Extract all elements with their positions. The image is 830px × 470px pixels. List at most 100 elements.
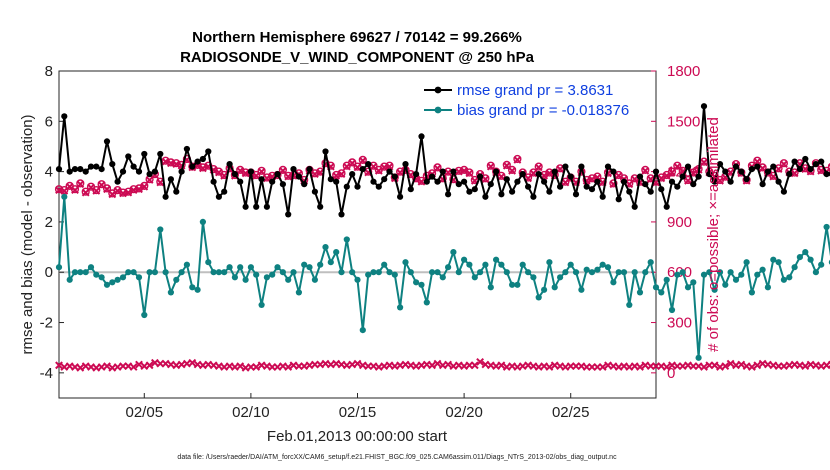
data-point — [386, 269, 393, 276]
data-point — [679, 269, 686, 276]
series-of-obs-lower-band — [55, 357, 830, 372]
data-point — [668, 178, 676, 185]
data-point — [301, 261, 308, 268]
x-tick-label: 02/15 — [339, 404, 377, 421]
data-point — [658, 289, 665, 296]
data-point — [802, 249, 809, 256]
data-point — [642, 269, 649, 276]
data-point — [306, 264, 313, 271]
chart-title: Northern Hemisphere 69627 / 70142 = 99.2… — [180, 29, 535, 66]
obs-assimilated-marker — [385, 162, 394, 171]
data-point — [695, 354, 702, 361]
obs-possible-marker — [507, 165, 517, 175]
data-point — [770, 256, 777, 263]
obs-possible-marker — [348, 158, 357, 167]
obs-assimilated-marker — [278, 166, 287, 175]
obs-assimilated-marker — [534, 163, 543, 172]
obs-assimilated-marker — [262, 174, 271, 183]
obs-assimilated-marker — [55, 361, 63, 370]
data-point — [786, 274, 793, 281]
data-point — [738, 271, 745, 278]
data-point — [775, 259, 782, 266]
data-point — [455, 181, 462, 188]
data-point — [151, 168, 158, 175]
data-point — [818, 261, 825, 268]
obs-assimilated-marker — [668, 168, 676, 177]
data-point — [162, 269, 169, 276]
obs-possible-marker — [97, 180, 106, 189]
left-y-axis: -4 -2 0 2 4 6 8 — [40, 63, 64, 382]
data-point — [130, 163, 137, 170]
data-point — [732, 276, 740, 283]
obs-assimilated-marker — [214, 168, 223, 177]
legend-bias-label: bias grand pr = -0.018376 — [457, 102, 629, 119]
obs-possible-marker — [827, 162, 830, 171]
obs-possible-marker — [284, 171, 293, 180]
data-point — [700, 271, 708, 278]
obs-possible-marker — [129, 185, 138, 194]
data-point — [231, 274, 238, 281]
obs-assimilated-marker — [135, 360, 143, 369]
data-point — [455, 269, 462, 276]
obs-assimilated-marker — [71, 186, 79, 195]
data-point — [663, 276, 670, 283]
data-point — [61, 193, 68, 200]
data-point — [551, 168, 558, 175]
data-point — [434, 269, 441, 276]
data-point — [727, 178, 734, 185]
obs-assimilated-marker — [747, 363, 756, 371]
data-point — [375, 183, 382, 190]
data-point — [647, 188, 654, 195]
obs-assimilated-marker — [172, 160, 181, 169]
data-point — [413, 171, 420, 178]
data-point — [71, 269, 79, 276]
obs-possible-marker — [433, 163, 442, 172]
data-point — [359, 327, 366, 334]
data-point — [551, 284, 558, 291]
obs-assimilated-marker — [353, 163, 362, 172]
data-point — [770, 163, 777, 170]
data-point — [530, 193, 537, 200]
data-point — [578, 286, 585, 293]
data-point — [668, 306, 676, 314]
obs-assimilated-marker — [598, 363, 607, 371]
data-point — [588, 269, 596, 276]
data-point — [493, 168, 500, 175]
obs-assimilated-marker — [433, 359, 442, 368]
obs-possible-marker — [486, 161, 495, 170]
data-point — [631, 203, 638, 210]
legend-rmse-marker — [434, 86, 442, 94]
data-point — [583, 266, 590, 273]
data-point — [317, 261, 324, 268]
right-tick-label: 900 — [667, 214, 692, 231]
data-point — [167, 289, 174, 296]
obs-assimilated-marker — [614, 171, 623, 180]
series-bias-grand-pr-0-018376 — [55, 193, 830, 361]
data-point — [343, 236, 350, 243]
data-point — [525, 183, 532, 190]
data-point — [807, 166, 814, 173]
left-tick-label: 8 — [45, 63, 53, 80]
data-point — [71, 166, 79, 173]
obs-assimilated-marker — [428, 361, 437, 370]
obs-assimilated-marker — [801, 362, 810, 371]
obs-assimilated-marker — [513, 155, 522, 164]
data-point — [791, 158, 798, 165]
obs-assimilated-marker — [700, 363, 708, 371]
data-point — [647, 259, 654, 266]
data-point — [466, 188, 473, 195]
data-point — [450, 249, 457, 256]
data-point — [786, 171, 793, 178]
left-tick-label: 6 — [45, 113, 53, 130]
obs-possible-marker — [779, 159, 789, 168]
data-point — [498, 191, 505, 198]
data-point — [173, 188, 180, 195]
data-point — [279, 181, 286, 188]
data-point — [109, 161, 116, 168]
obs-assimilated-marker — [497, 172, 506, 181]
x-tick-label: 02/05 — [126, 404, 164, 421]
obs-assimilated-marker — [801, 165, 810, 174]
obs-assimilated-marker — [508, 166, 517, 175]
obs-assimilated-marker — [433, 164, 442, 173]
data-point — [764, 284, 772, 291]
